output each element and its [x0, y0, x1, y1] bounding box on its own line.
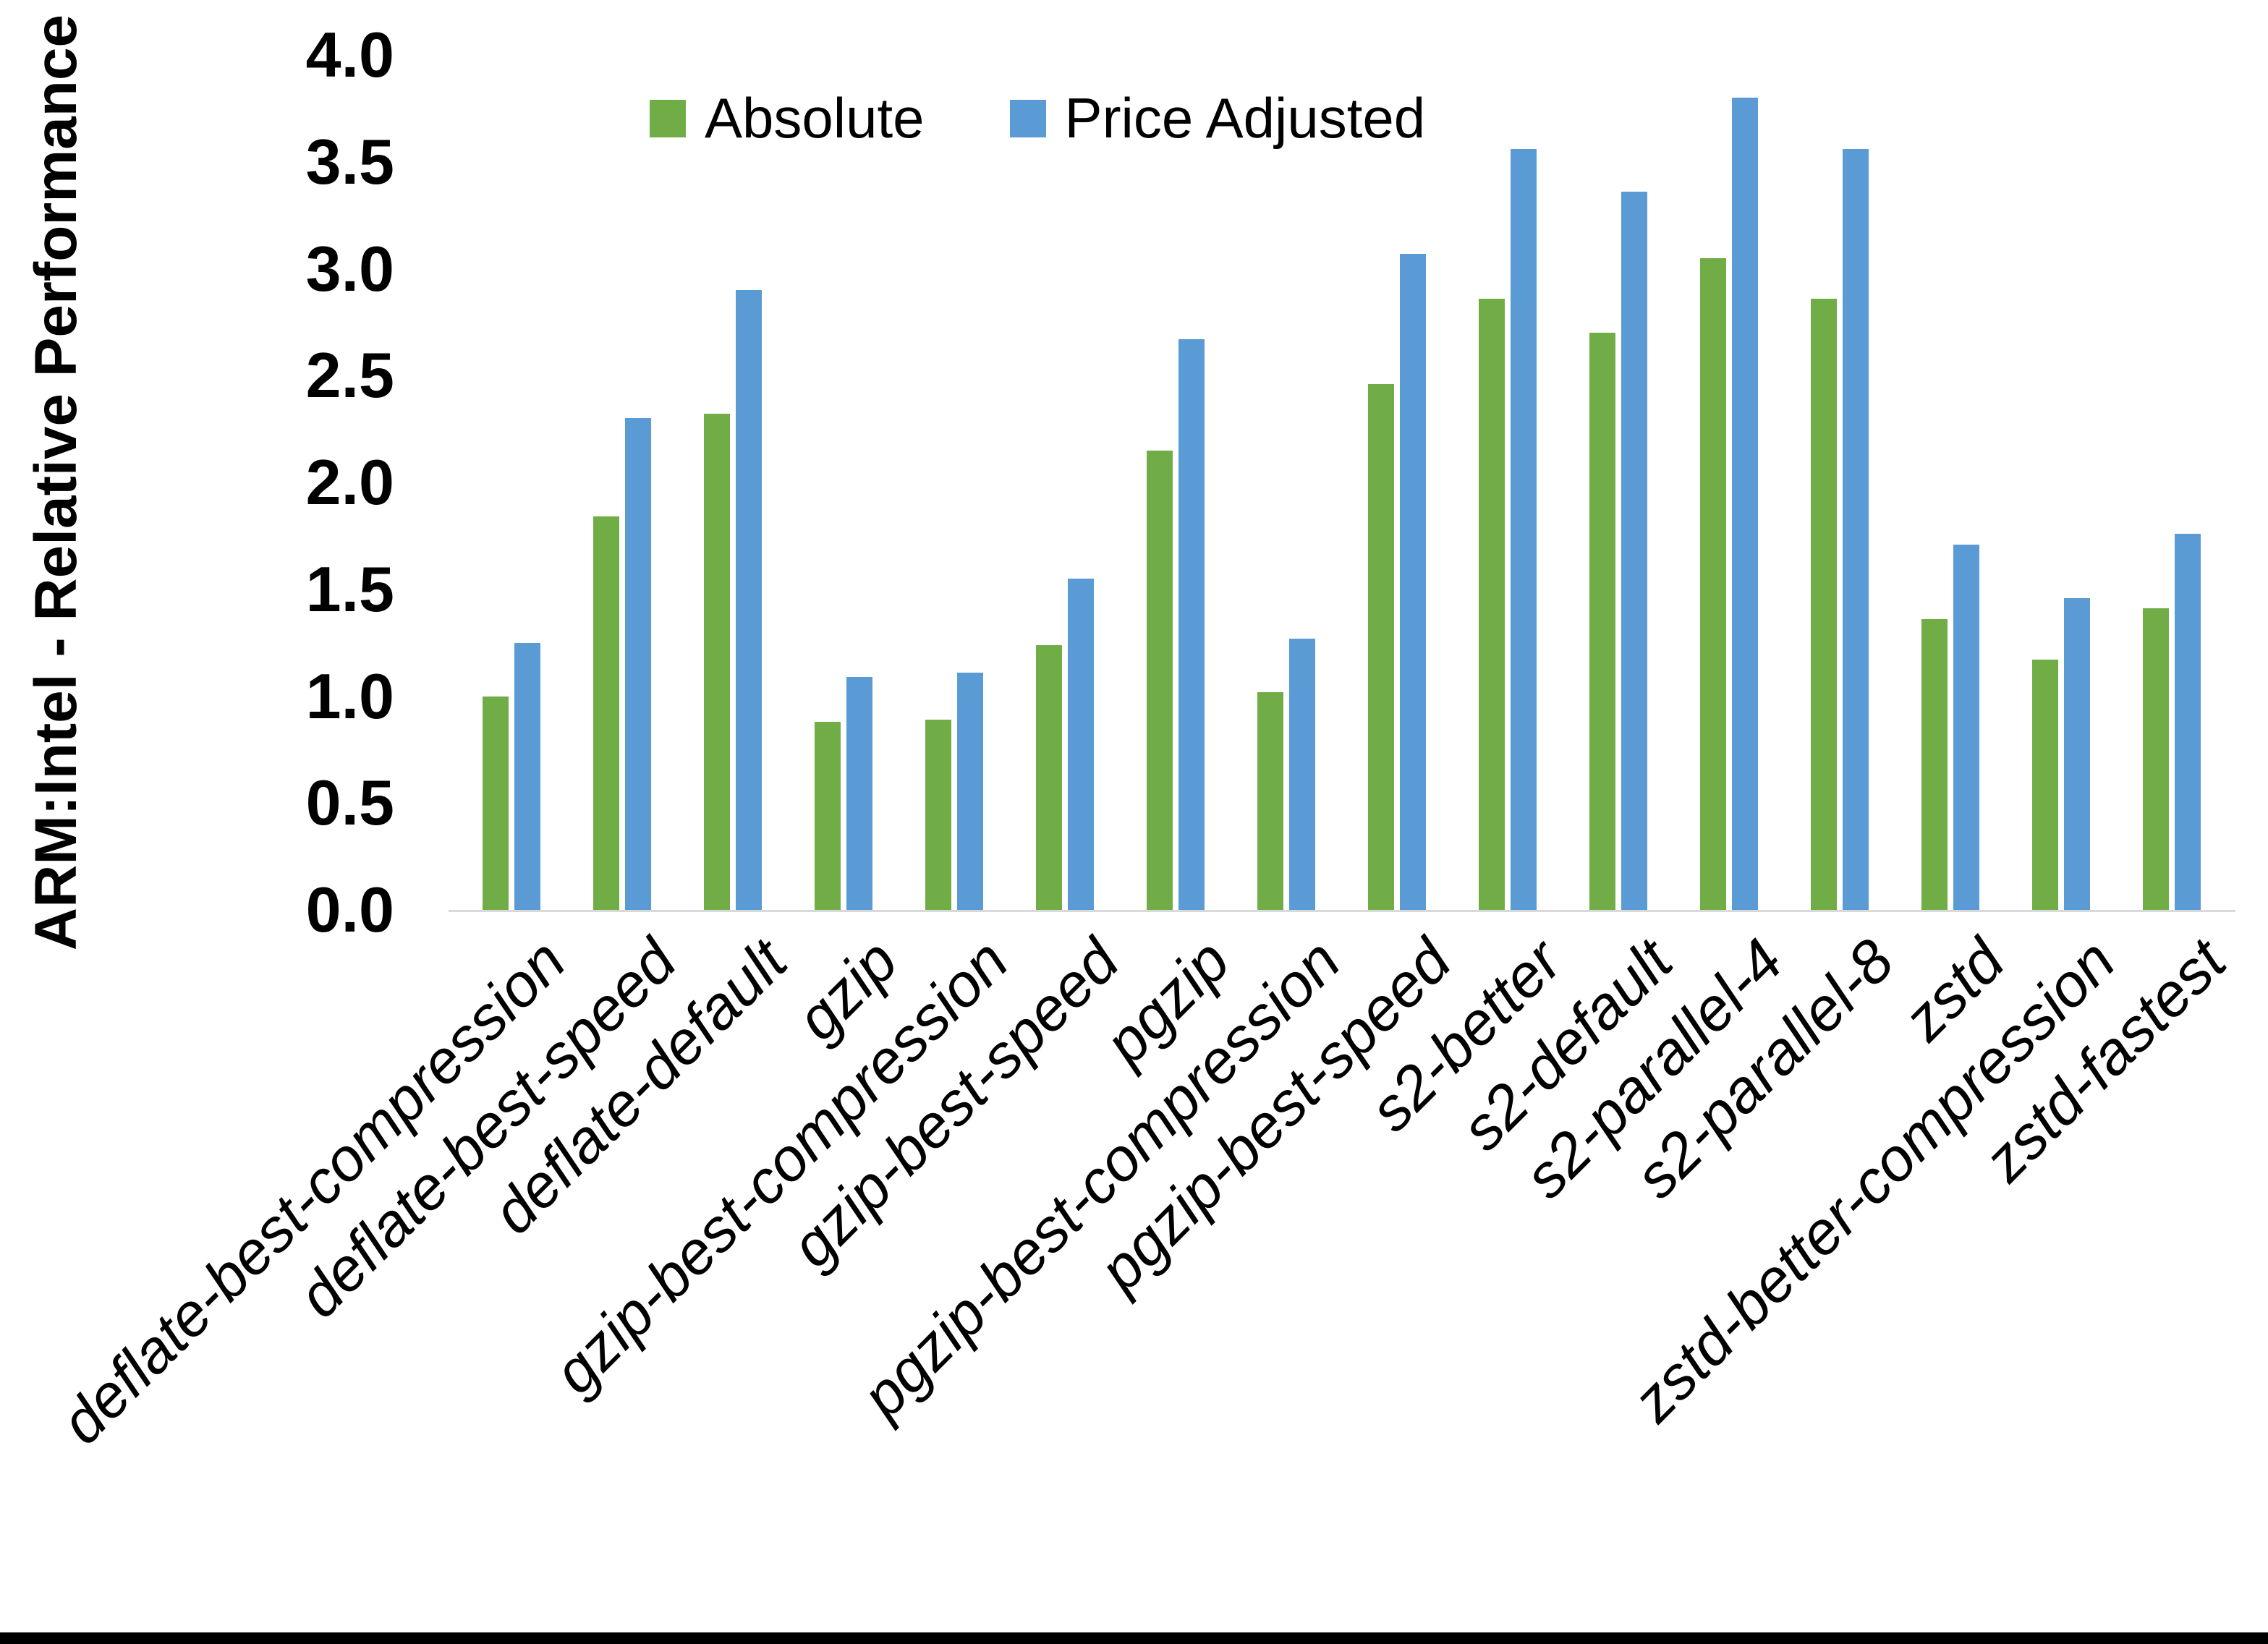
absolute-bar-s2-parallel-4	[1700, 257, 1726, 910]
y-tick-label: 4.0	[305, 19, 394, 90]
absolute-bar-zstd-better-compression	[2032, 660, 2058, 910]
y-tick-label: 2.0	[305, 446, 394, 518]
price-adjusted-bar-s2-parallel-8	[1843, 149, 1869, 910]
legend-label-price-adjusted: Price Adjusted	[1064, 86, 1426, 150]
y-tick-label: 3.5	[305, 125, 394, 197]
price-adjusted-bar-zstd-better-compression	[2064, 597, 2090, 910]
absolute-bar-s2-default	[1589, 333, 1615, 910]
price-adjusted-bar-deflate-best-compression	[514, 642, 540, 910]
price-adjusted-bar-zstd	[1953, 544, 1979, 910]
x-axis-line	[449, 910, 2235, 912]
absolute-bar-s2-better	[1479, 298, 1505, 910]
price-adjusted-bar-gzip	[846, 676, 872, 910]
legend-label-absolute: Absolute	[705, 86, 925, 150]
legend-item-price-adjusted: Price Adjusted	[1009, 85, 1426, 151]
y-tick-label: 2.5	[305, 339, 394, 412]
price-adjusted-bar-deflate-default	[736, 290, 762, 910]
absolute-bar-pgzip-best-speed	[1368, 384, 1394, 910]
bottom-border	[0, 1632, 2268, 1644]
y-tick-label: 1.0	[305, 660, 394, 732]
absolute-bar-deflate-default	[704, 414, 730, 910]
absolute-bar-gzip-best-compression	[925, 720, 951, 910]
price-adjusted-bar-deflate-best-speed	[625, 418, 651, 910]
legend-item-absolute: Absolute	[650, 85, 925, 151]
price-adjusted-bar-s2-parallel-4	[1732, 98, 1758, 910]
y-tick-label: 3.0	[305, 232, 394, 304]
price-adjusted-bar-pgzip-best-speed	[1400, 253, 1426, 910]
absolute-bar-deflate-best-speed	[593, 516, 619, 910]
legend-swatch-absolute	[650, 99, 686, 137]
absolute-bar-zstd	[1921, 619, 1948, 910]
price-adjusted-bar-gzip-best-speed	[1068, 578, 1094, 910]
absolute-bar-s2-parallel-8	[1811, 298, 1837, 910]
price-adjusted-bar-pgzip	[1178, 339, 1205, 910]
price-adjusted-bar-zstd-fastest	[2175, 533, 2201, 910]
y-tick-label: 1.5	[305, 553, 394, 625]
price-adjusted-bar-s2-default	[1621, 192, 1647, 910]
absolute-bar-zstd-fastest	[2143, 608, 2169, 910]
absolute-bar-pgzip-best-compression	[1257, 691, 1283, 910]
absolute-bar-gzip	[815, 721, 841, 910]
legend-swatch-price-adjusted	[1009, 99, 1046, 137]
y-tick-label: 0.5	[305, 767, 394, 839]
price-adjusted-bar-gzip-best-compression	[957, 672, 983, 910]
price-adjusted-bar-s2-better	[1511, 149, 1537, 910]
chart-legend: Absolute Price Adjusted	[650, 85, 1425, 151]
price-adjusted-bar-pgzip-best-compression	[1289, 638, 1315, 910]
absolute-bar-deflate-best-compression	[483, 696, 509, 910]
y-tick-label: 0.0	[305, 874, 394, 945]
absolute-bar-pgzip	[1147, 450, 1173, 910]
absolute-bar-gzip-best-speed	[1036, 644, 1062, 910]
